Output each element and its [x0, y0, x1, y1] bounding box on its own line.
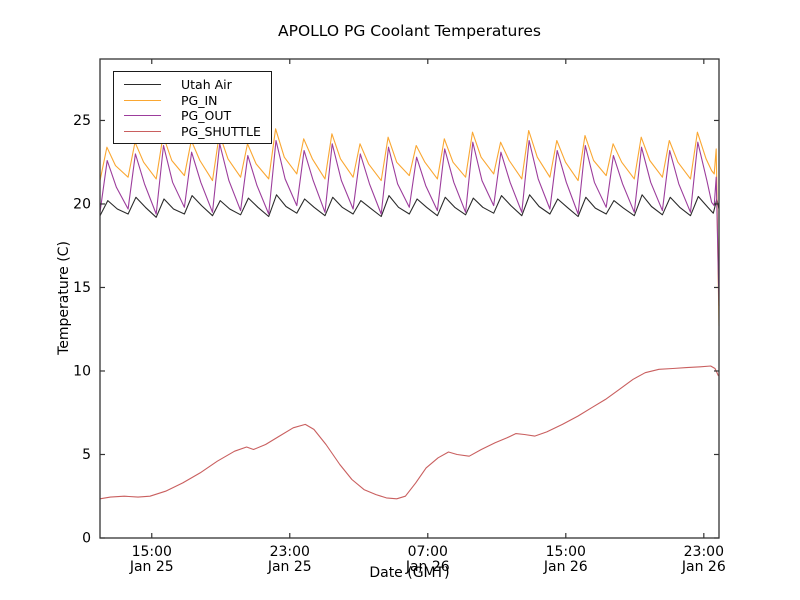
series-line-utah-air [99, 194, 720, 218]
legend-line-sample-pg-shuttle [124, 130, 161, 132]
x-tick-label-date: Jan 26 [681, 559, 726, 575]
legend-item-pg-in: PG_IN [114, 93, 271, 109]
x-tick-label-date: Jan 25 [129, 559, 174, 575]
legend-label: Utah Air [181, 77, 232, 93]
y-tick-label: 5 [82, 447, 91, 463]
legend-label: PG_IN [181, 92, 218, 108]
legend-label: PG_SHUTTLE [181, 123, 261, 139]
x-tick-label-time: 23:00 [270, 544, 310, 560]
x-tick-label-date: Jan 25 [267, 559, 312, 575]
x-tick-label-time: 23:00 [684, 544, 724, 560]
legend-item-pg-out: PG_OUT [114, 108, 271, 124]
plot-border [99, 58, 720, 539]
x-tick-label-time: 15:00 [132, 544, 172, 560]
legend-box: Utah Air PG_IN PG_OUT PG_SHUTTLE [113, 71, 272, 144]
x-tick-label-time: 07:00 [408, 544, 448, 560]
chart-title: APOLLO PG Coolant Temperatures [278, 22, 541, 40]
x-tick-label-time: 15:00 [546, 544, 586, 560]
series-line-pg-in [99, 128, 720, 326]
x-tick-label-date: Jan 26 [405, 559, 450, 575]
legend-line-sample-pg-in [124, 99, 161, 101]
legend-item-utah-air: Utah Air [114, 77, 271, 93]
legend-item-pg-shuttle: PG_SHUTTLE [114, 124, 271, 140]
y-tick-label: 10 [73, 363, 91, 379]
legend-line-sample-pg-out [124, 115, 161, 117]
legend-line-sample-utah-air [124, 84, 161, 86]
legend-label: PG_OUT [181, 108, 232, 124]
y-tick-label: 20 [73, 196, 91, 212]
series-line-pg-out [99, 139, 720, 306]
y-tick-label: 0 [82, 531, 91, 547]
x-axis-label: Date (GMT) [369, 565, 450, 581]
y-tick-label: 25 [73, 113, 91, 129]
y-tick-label: 15 [73, 280, 91, 296]
series-line-pg-shuttle [99, 365, 719, 500]
x-tick-label-date: Jan 26 [543, 559, 588, 575]
